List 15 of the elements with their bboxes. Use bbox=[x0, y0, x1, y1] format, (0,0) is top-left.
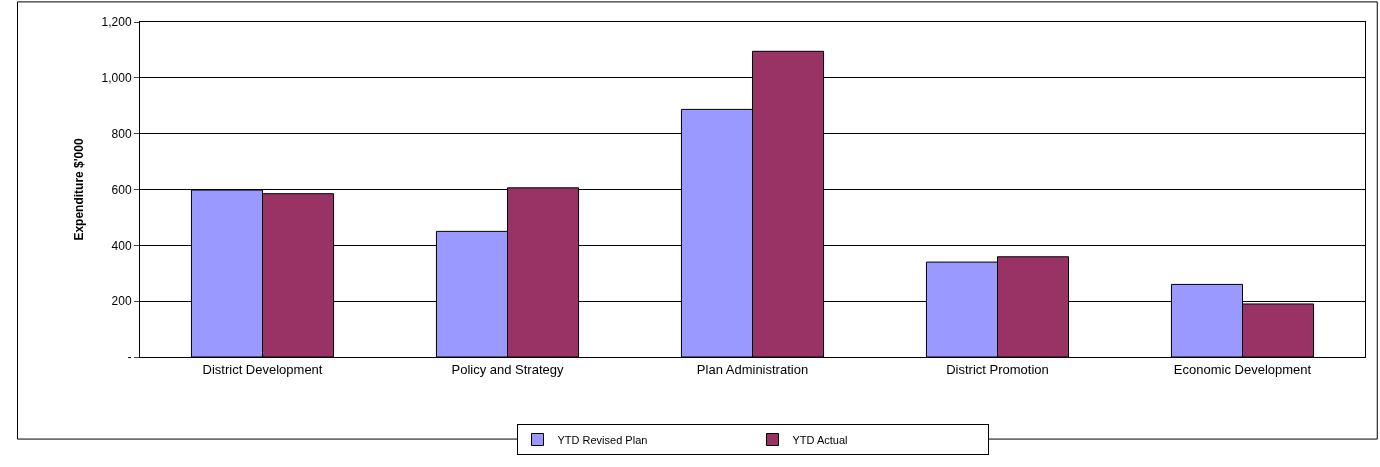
y-tick-label: 1,200 bbox=[101, 15, 132, 30]
x-tick-label: District Development bbox=[202, 361, 323, 377]
y-tick-label: 800 bbox=[111, 126, 132, 141]
y-tick-label: - bbox=[127, 350, 132, 365]
legend-label: YTD Revised Plan bbox=[557, 433, 648, 446]
x-tick-label: Policy and Strategy bbox=[451, 361, 564, 377]
legend-label: YTD Actual bbox=[792, 433, 848, 446]
y-tick-label: 400 bbox=[111, 238, 132, 253]
y-tick-label: 200 bbox=[111, 294, 132, 309]
y-axis-title: Expenditure $'000 bbox=[71, 138, 86, 241]
y-tick-label: 600 bbox=[111, 182, 132, 197]
x-tick-label: Plan Administration bbox=[696, 361, 809, 377]
x-tick-label: District Promotion bbox=[946, 361, 1049, 377]
x-tick-label: Economic Development bbox=[1173, 361, 1312, 377]
y-tick-label: 1,000 bbox=[101, 71, 132, 86]
